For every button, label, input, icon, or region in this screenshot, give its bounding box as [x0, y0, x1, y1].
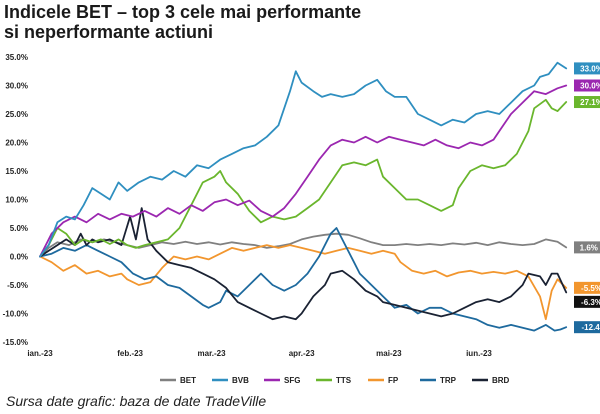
series-line-brd [39, 207, 568, 321]
end-label-box-bvb [574, 62, 600, 75]
y-tick-label-3: 20.0% [5, 139, 28, 148]
series-line-bvb [39, 61, 568, 258]
chart-title-line-1: Indicele BET – top 3 cele mai performant… [4, 2, 362, 22]
legend-label-fp: FP [388, 376, 399, 385]
chart-title: Indicele BET – top 3 cele mai performant… [4, 2, 564, 42]
x-tick-label-iun-23: iun.-23 [466, 349, 492, 358]
end-label-bvb: 33.0% [580, 64, 600, 73]
y-tick-label-5: 10.0% [5, 196, 28, 205]
end-label-tts: 27.1% [580, 98, 600, 107]
y-tick-label-6: 5.0% [10, 224, 28, 233]
end-label-box-trp [574, 321, 600, 334]
end-label-brd: -6.3% [581, 298, 600, 307]
legend-label-bet: BET [180, 376, 196, 385]
y-tick-label-10: -15.0% [3, 338, 28, 347]
y-axis-ticks: 35.0% 30.0% 25.0% 20.0% 15.0% 10.0% 5.0% 0.0% -5… [3, 53, 28, 347]
x-tick-label-mar-23: mar.-23 [198, 349, 227, 358]
legend-label-brd: BRD [492, 376, 510, 385]
series-line-fp [39, 244, 568, 321]
y-tick-label-9: -10.0% [3, 310, 28, 319]
end-label-sfg: 30.0% [580, 82, 600, 91]
end-label-box-bet [574, 241, 600, 254]
y-tick-label-8: -5.0% [7, 281, 28, 290]
end-label-box-sfg [574, 79, 600, 92]
series-line-trp [39, 227, 568, 332]
legend-label-tts: TTS [336, 376, 352, 385]
end-label-box-tts [574, 96, 600, 109]
legend-label-trp: TRP [440, 376, 457, 385]
end-label-box-brd [574, 295, 600, 308]
x-axis-ticks: ian.-23 feb.-23 mar.-23 apr.-23 mai-23 iun.-2… [27, 349, 492, 358]
chart-title-line-2: si neperformante actiuni [4, 22, 214, 42]
chart-legend: BET BVB SFG TTS FP TRP BRD [160, 376, 510, 385]
x-tick-label-feb-23: feb.-23 [117, 349, 143, 358]
series-line-sfg [39, 84, 568, 258]
end-labels: 33.0% 30.0% 27.1% 1.6% -5.5% -6.3% -12.4% [574, 62, 600, 334]
x-tick-label-ian-23: ian.-23 [27, 349, 53, 358]
y-tick-label-0: 35.0% [5, 53, 28, 62]
end-label-box-fp [574, 281, 600, 294]
legend-label-sfg: SFG [284, 376, 300, 385]
series-line-tts [39, 98, 568, 258]
series-line-bet [39, 232, 568, 258]
source-note: Sursa date grafic: baza de date TradeVil… [6, 393, 267, 409]
y-tick-label-2: 25.0% [5, 110, 28, 119]
x-tick-label-mai-23: mai-23 [376, 349, 402, 358]
y-tick-label-1: 30.0% [5, 82, 28, 91]
end-label-bet: 1.6% [580, 243, 598, 252]
end-label-fp: -5.5% [581, 284, 600, 293]
x-tick-label-apr-23: apr.-23 [289, 349, 315, 358]
series-lines [39, 61, 568, 332]
legend-label-bvb: BVB [232, 376, 249, 385]
end-label-trp: -12.4% [582, 323, 600, 332]
y-tick-label-7: 0.0% [10, 253, 28, 262]
y-tick-label-4: 15.0% [5, 167, 28, 176]
